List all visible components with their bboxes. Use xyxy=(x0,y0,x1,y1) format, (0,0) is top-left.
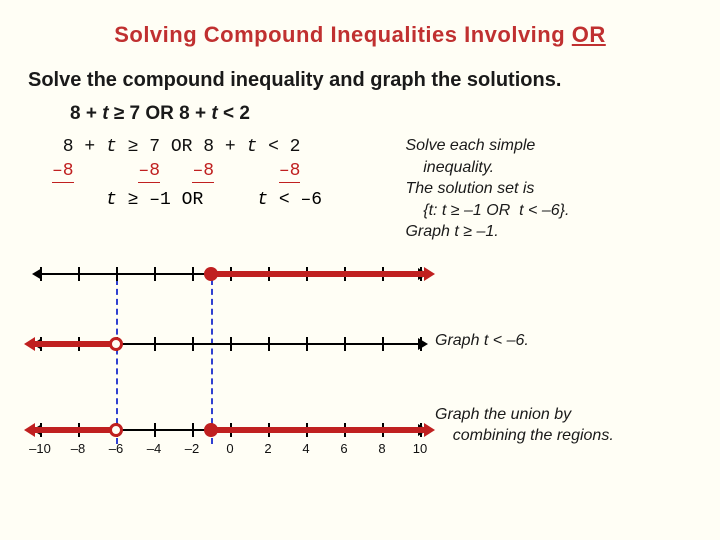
lbl: 2 xyxy=(264,441,271,456)
tick xyxy=(192,423,194,437)
explain-1b: inequality. xyxy=(405,157,700,179)
tick xyxy=(382,337,384,351)
tick xyxy=(420,337,422,351)
ray-arrow-l-2 xyxy=(24,337,35,351)
ray-arrow-r-1 xyxy=(424,267,435,281)
work-line-1: 8 + t ≥ 7 OR 8 + t < 2 xyxy=(52,135,405,159)
explain-2b: {t: t ≥ –1 OR t < –6}. xyxy=(405,200,700,222)
lbl: –10 xyxy=(29,441,51,456)
lbl: –4 xyxy=(147,441,161,456)
lbl: –2 xyxy=(185,441,199,456)
tick xyxy=(116,267,118,281)
title-or: OR xyxy=(572,22,606,47)
point-open-neg6 xyxy=(109,337,123,351)
numline-2 xyxy=(40,327,420,361)
work-left: 8 + t ≥ 7 OR 8 + t < 2 –8 –8 –8 –8 t ≥ –… xyxy=(52,135,405,243)
lbl: 10 xyxy=(413,441,427,456)
sub-c: –8 xyxy=(192,161,214,183)
explain-right: Solve each simple inequality. The soluti… xyxy=(405,135,700,243)
side-text-2: Graph t < –6. xyxy=(435,331,705,352)
tick xyxy=(154,267,156,281)
sub-d: –8 xyxy=(279,161,301,183)
ray-2 xyxy=(34,341,114,347)
ray-3-right xyxy=(211,427,425,433)
ray-arrow-r-3 xyxy=(424,423,435,437)
numline-1 xyxy=(40,257,420,291)
side3-text: Graph the union by xyxy=(435,405,705,426)
tick xyxy=(306,337,308,351)
tick xyxy=(40,267,42,281)
result-line: t ≥ –1 OR t < –6 xyxy=(52,184,405,210)
lbl: –6 xyxy=(109,441,123,456)
sub-a: –8 xyxy=(52,161,74,183)
number-line-graphs: –10 –8 –6 –4 –2 0 2 4 6 8 10 Graph t < –… xyxy=(0,253,720,473)
ray-1 xyxy=(211,271,425,277)
slide-title: Solving Compound Inequalities Involving … xyxy=(0,0,720,48)
work-area: 8 + t ≥ 7 OR 8 + t < 2 –8 –8 –8 –8 t ≥ –… xyxy=(0,135,720,243)
explain-2: The solution set is xyxy=(405,178,700,200)
ray-3-left xyxy=(34,427,114,433)
tick xyxy=(192,267,194,281)
title-pre: Solving Compound Inequalities Involving xyxy=(114,22,572,47)
tick xyxy=(154,337,156,351)
tick xyxy=(78,267,80,281)
side2-text: Graph t < –6. xyxy=(435,332,529,349)
tick xyxy=(154,423,156,437)
point-closed-neg1 xyxy=(204,267,218,281)
problem-statement: 8 + t ≥ 7 OR 8 + t < 2 xyxy=(0,99,720,135)
side-text-3: Graph the union by combining the regions… xyxy=(435,405,705,447)
point-closed-neg1-b xyxy=(204,423,218,437)
point-open-neg6-b xyxy=(109,423,123,437)
side3b-text: combining the regions. xyxy=(435,426,705,447)
lbl: 8 xyxy=(378,441,385,456)
tick xyxy=(230,337,232,351)
tick xyxy=(268,337,270,351)
subtract-line: –8 –8 –8 –8 xyxy=(52,159,405,183)
lbl: –8 xyxy=(71,441,85,456)
tick xyxy=(192,337,194,351)
explain-3: Graph t ≥ –1. xyxy=(405,221,700,243)
subtitle: Solve the compound inequality and graph … xyxy=(0,48,720,99)
explain-1: Solve each simple xyxy=(405,135,700,157)
tick xyxy=(344,337,346,351)
sub-b: –8 xyxy=(138,161,160,183)
lbl: 6 xyxy=(340,441,347,456)
lbl: 0 xyxy=(226,441,233,456)
ray-arrow-l-3 xyxy=(24,423,35,437)
lbl: 4 xyxy=(302,441,309,456)
